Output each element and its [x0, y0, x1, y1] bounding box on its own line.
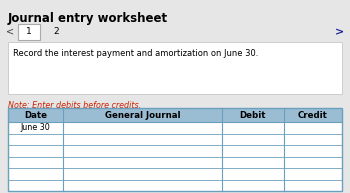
Text: Credit: Credit: [298, 111, 328, 119]
Bar: [8, 168, 342, 179]
Bar: [8, 108, 342, 191]
Bar: [8, 108, 342, 122]
Text: Journal entry worksheet: Journal entry worksheet: [8, 12, 168, 25]
Text: Note: Enter debits before credits.: Note: Enter debits before credits.: [8, 101, 141, 110]
Text: 2: 2: [53, 27, 59, 36]
Text: <: <: [6, 27, 14, 37]
Text: Date: Date: [24, 111, 47, 119]
Bar: [8, 179, 342, 191]
Text: Debit: Debit: [239, 111, 266, 119]
Text: Record the interest payment and amortization on June 30.: Record the interest payment and amortiza…: [13, 49, 258, 58]
Bar: [8, 42, 342, 94]
Bar: [8, 157, 342, 168]
Bar: [8, 122, 342, 134]
Bar: [8, 145, 342, 157]
Text: General Journal: General Journal: [105, 111, 180, 119]
Text: June 30: June 30: [21, 123, 50, 132]
Text: >: >: [335, 27, 344, 37]
Text: 1: 1: [26, 27, 32, 36]
Bar: [8, 134, 342, 145]
Bar: [18, 24, 40, 40]
